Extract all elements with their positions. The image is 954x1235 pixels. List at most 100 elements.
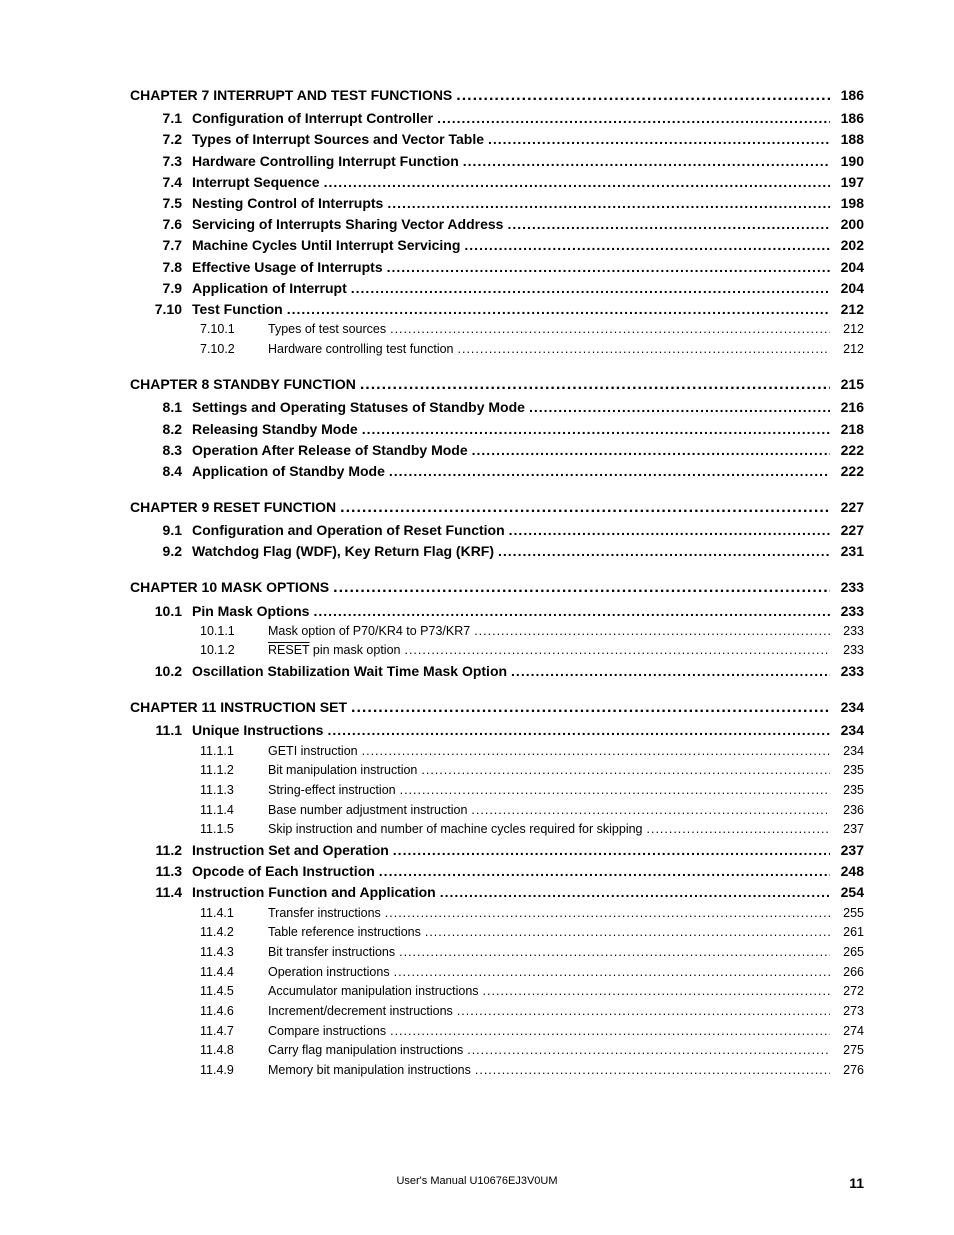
toc-page: CHAPTER 7 INTERRUPT AND TEST FUNCTIONS18… <box>0 0 954 1235</box>
entry-title: Releasing Standby Mode <box>192 422 358 436</box>
subsection-line: 11.4.1Transfer instructions255 <box>130 907 864 920</box>
dot-leader <box>400 644 830 657</box>
entry-page: 231 <box>830 544 864 558</box>
subsection-number: 11.4.4 <box>200 966 268 979</box>
entry-title: Memory bit manipulation instructions <box>268 1064 471 1077</box>
entry-title: Mask option of P70/KR4 to P73/KR7 <box>268 625 470 638</box>
entry-title: CHAPTER 10 MASK OPTIONS <box>130 580 329 594</box>
entry-title: Skip instruction and number of machine c… <box>268 823 643 836</box>
entry-title: Base number adjustment instruction <box>268 804 467 817</box>
entry-page: 272 <box>830 985 864 998</box>
dot-leader <box>452 88 830 104</box>
section-line: 8.3Operation After Release of Standby Mo… <box>130 443 864 457</box>
section-number: 7.3 <box>130 154 192 168</box>
section-line: 7.9Application of Interrupt204 <box>130 281 864 295</box>
section-number: 8.4 <box>130 464 192 478</box>
subsection-line: 11.4.7Compare instructions274 <box>130 1025 864 1038</box>
dot-leader <box>395 946 830 959</box>
subsection-line: 11.4.8Carry flag manipulation instructio… <box>130 1044 864 1057</box>
subsection-number: 11.4.3 <box>200 946 268 959</box>
entry-title: Hardware controlling test function <box>268 343 454 356</box>
entry-page: 218 <box>830 422 864 436</box>
entry-title: Increment/decrement instructions <box>268 1005 453 1018</box>
chapter-line: CHAPTER 8 STANDBY FUNCTION215 <box>130 377 864 393</box>
entry-title: Instruction Set and Operation <box>192 843 389 857</box>
entry-page: 212 <box>830 323 864 336</box>
section-number: 7.7 <box>130 238 192 252</box>
toc-group: CHAPTER 9 RESET FUNCTION2279.1Configurat… <box>130 500 864 558</box>
entry-title: Types of Interrupt Sources and Vector Ta… <box>192 132 484 146</box>
dot-leader <box>471 1064 830 1077</box>
section-number: 7.1 <box>130 111 192 125</box>
section-line: 7.10Test Function212 <box>130 302 864 316</box>
entry-page: 222 <box>830 464 864 478</box>
chapter-line: CHAPTER 11 INSTRUCTION SET234 <box>130 700 864 716</box>
subsection-line: 11.4.2Table reference instructions261 <box>130 926 864 939</box>
section-line: 7.3Hardware Controlling Interrupt Functi… <box>130 154 864 168</box>
dot-leader <box>386 1025 830 1038</box>
entry-title: CHAPTER 8 STANDBY FUNCTION <box>130 377 356 391</box>
dot-leader <box>385 464 830 478</box>
entry-page: 186 <box>830 111 864 125</box>
entry-page: 235 <box>830 764 864 777</box>
subsection-line: 11.4.6Increment/decrement instructions27… <box>130 1005 864 1018</box>
entry-title: CHAPTER 9 RESET FUNCTION <box>130 500 336 514</box>
entry-page: 233 <box>830 644 864 657</box>
entry-title: Unique Instructions <box>192 723 323 737</box>
toc-group: CHAPTER 7 INTERRUPT AND TEST FUNCTIONS18… <box>130 88 864 355</box>
dot-leader <box>436 885 830 899</box>
dot-leader <box>356 377 830 393</box>
entry-title: Instruction Function and Application <box>192 885 436 899</box>
subsection-line: 11.4.9Memory bit manipulation instructio… <box>130 1064 864 1077</box>
section-line: 11.3Opcode of Each Instruction248 <box>130 864 864 878</box>
section-line: 7.8Effective Usage of Interrupts204 <box>130 260 864 274</box>
entry-page: 233 <box>830 625 864 638</box>
section-number: 11.2 <box>130 843 192 857</box>
section-number: 7.8 <box>130 260 192 274</box>
entry-page: 248 <box>830 864 864 878</box>
entry-title: Configuration of Interrupt Controller <box>192 111 433 125</box>
entry-page: 266 <box>830 966 864 979</box>
entry-title: Bit manipulation instruction <box>268 764 417 777</box>
dot-leader <box>323 723 830 737</box>
section-line: 7.4Interrupt Sequence197 <box>130 175 864 189</box>
dot-leader <box>470 625 830 638</box>
subsection-line: 11.4.4Operation instructions 266 <box>130 966 864 979</box>
entry-title: Pin Mask Options <box>192 604 309 618</box>
subsection-number: 11.4.8 <box>200 1044 268 1057</box>
entry-title: Opcode of Each Instruction <box>192 864 375 878</box>
dot-leader <box>468 443 830 457</box>
section-number: 7.9 <box>130 281 192 295</box>
entry-page: 265 <box>830 946 864 959</box>
subsection-number: 11.4.9 <box>200 1064 268 1077</box>
subsection-number: 10.1.1 <box>200 625 268 638</box>
table-of-contents: CHAPTER 7 INTERRUPT AND TEST FUNCTIONS18… <box>130 88 864 1077</box>
dot-leader <box>460 238 830 252</box>
dot-leader <box>454 343 830 356</box>
entry-page: 212 <box>830 343 864 356</box>
subsection-number: 7.10.2 <box>200 343 268 356</box>
dot-leader <box>320 175 830 189</box>
entry-title: Types of test sources <box>268 323 386 336</box>
entry-title: Configuration and Operation of Reset Fun… <box>192 523 505 537</box>
entry-title: Operation instructions <box>268 966 390 979</box>
section-line: 11.2Instruction Set and Operation237 <box>130 843 864 857</box>
subsection-number: 7.10.1 <box>200 323 268 336</box>
page-number: 11 <box>849 1175 864 1191</box>
entry-page: 233 <box>830 664 864 678</box>
section-number: 7.6 <box>130 217 192 231</box>
subsection-number: 11.1.4 <box>200 804 268 817</box>
subsection-line: 11.4.3Bit transfer instructions265 <box>130 946 864 959</box>
section-number: 7.5 <box>130 196 192 210</box>
section-line: 7.2Types of Interrupt Sources and Vector… <box>130 132 864 146</box>
section-number: 7.2 <box>130 132 192 146</box>
entry-page: 234 <box>830 745 864 758</box>
entry-page: 233 <box>830 580 864 594</box>
section-number: 9.2 <box>130 544 192 558</box>
entry-page: 204 <box>830 281 864 295</box>
dot-leader <box>283 302 830 316</box>
toc-group: CHAPTER 10 MASK OPTIONS23310.1Pin Mask O… <box>130 580 864 678</box>
dot-leader <box>643 823 831 836</box>
entry-page: 275 <box>830 1044 864 1057</box>
subsection-number: 11.1.3 <box>200 784 268 797</box>
